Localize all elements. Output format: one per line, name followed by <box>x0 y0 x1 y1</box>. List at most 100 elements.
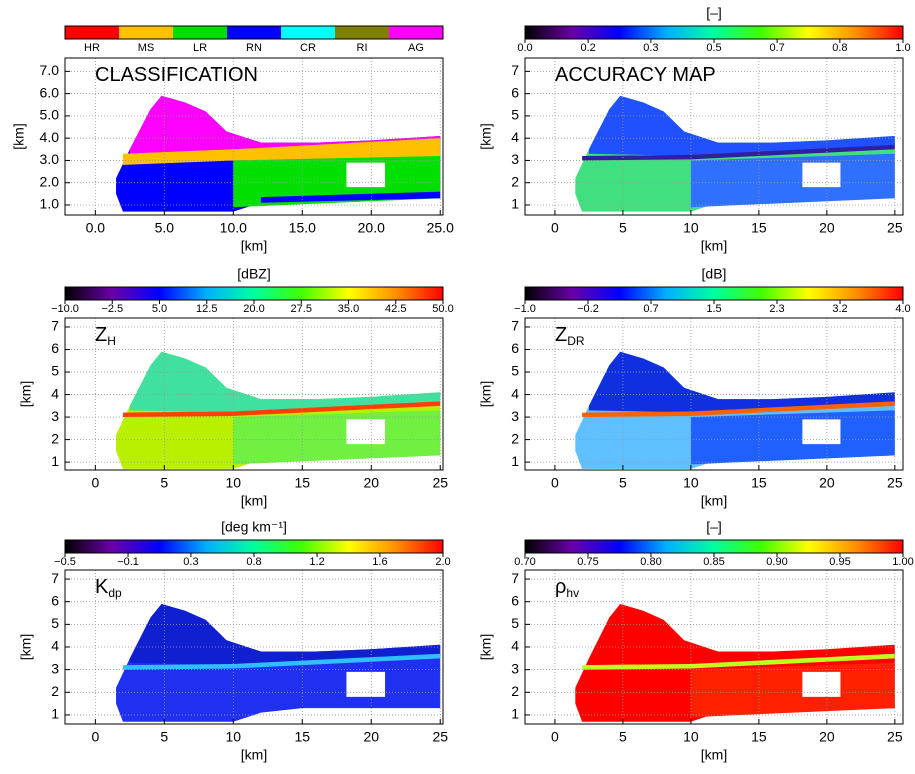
plot-frame <box>64 57 444 216</box>
class-label: AG <box>408 42 424 54</box>
y-tick-label: 6.0 <box>40 84 60 100</box>
y-tick-label: 3 <box>511 408 519 424</box>
class-label: CR <box>300 42 316 54</box>
colorbar-tick-label: 0.8 <box>246 556 261 568</box>
y-tick-label: 3 <box>511 151 519 167</box>
colorbar-tick-label: −1.0 <box>514 303 536 315</box>
colorbar-tick-label: 0.5 <box>706 42 721 54</box>
y-tick-label: 7 <box>51 570 59 586</box>
y-tick-label: 6 <box>511 340 519 356</box>
y-tick-label: 4 <box>511 129 519 145</box>
colorbar-tick-label: 5.0 <box>152 303 167 315</box>
y-tick-label: 6 <box>511 84 519 100</box>
y-tick-label: 2 <box>511 683 519 699</box>
colorbar-frame <box>64 25 444 40</box>
y-axis-label: [km] <box>18 381 34 407</box>
y-tick-label: 7 <box>51 318 59 334</box>
y-tick-label: 3 <box>51 660 59 676</box>
x-tick-label: 0 <box>91 475 99 491</box>
colorbar-tick-label: 0.8 <box>832 42 847 54</box>
plot-frame <box>524 317 904 471</box>
plot-frame <box>524 57 904 216</box>
field-region <box>129 95 441 156</box>
colorbar-tick-label: 20.0 <box>243 303 264 315</box>
colorbar-tick-label: 0.0 <box>517 42 532 54</box>
panel: [dBZ] −10.0 −2.5 5.0 12.5 20.0 27.5 35.0 42.5 50.… <box>18 266 454 509</box>
x-tick-label: 10.0 <box>220 220 247 236</box>
panel: HR MS LR RN CR RI AG 0.0 5.0 10.0 15.0 20.0 25.0 1.0 2… <box>11 25 454 254</box>
panel-title: CLASSIFICATION <box>95 64 258 86</box>
colorbar-tick-label: 0.85 <box>703 556 724 568</box>
class-label: RI <box>357 42 368 54</box>
class-swatch <box>173 26 227 39</box>
field-region <box>588 95 895 156</box>
colorbar-tick-label: 0.95 <box>829 556 850 568</box>
y-tick-label: 4 <box>51 385 59 401</box>
colorbar-tick-label: 0.80 <box>640 556 661 568</box>
colorbar-tick-label: 4.0 <box>895 303 910 315</box>
x-tick-label: 5.0 <box>155 220 175 236</box>
y-tick-label: 4 <box>511 385 519 401</box>
colorbar-tick-label: 0.7 <box>643 303 658 315</box>
y-tick-label: 1 <box>51 453 59 469</box>
class-swatch <box>227 26 281 39</box>
x-tick-label: 10 <box>683 729 699 745</box>
x-tick-label: 5 <box>160 729 168 745</box>
field-region <box>129 603 441 666</box>
field-region <box>802 671 841 697</box>
colorbar-tick-label: 0.90 <box>766 556 787 568</box>
class-label: MS <box>138 42 155 54</box>
colorbar-tick-label: 0.3 <box>183 556 198 568</box>
field-region <box>346 419 386 445</box>
colorbar-tick-label: 0.3 <box>643 42 658 54</box>
colorbar-tick-label: −0.1 <box>117 556 139 568</box>
x-tick-label: 10 <box>226 475 242 491</box>
colorbar-tick-label: 35.0 <box>338 303 359 315</box>
y-tick-label: 5.0 <box>40 107 60 123</box>
class-swatch <box>389 26 443 39</box>
y-tick-label: 3 <box>51 408 59 424</box>
y-tick-label: 1 <box>51 706 59 722</box>
x-tick-label: 10 <box>683 475 699 491</box>
colorbar-tick-label: 0.75 <box>577 556 598 568</box>
y-tick-label: 1 <box>511 453 519 469</box>
field-region <box>802 419 841 445</box>
colorbar <box>64 286 444 301</box>
x-tick-label: 20 <box>819 475 835 491</box>
x-axis-label: [km] <box>701 238 727 254</box>
panel-title-main: Z <box>95 324 107 346</box>
colorbar-tick-label: −2.5 <box>101 303 123 315</box>
panel-title: ZDR <box>555 324 585 348</box>
x-tick-label: 25 <box>432 729 448 745</box>
field-region <box>122 653 441 670</box>
class-swatch <box>335 26 389 39</box>
y-tick-label: 6 <box>51 592 59 608</box>
panel-title-sub: hv <box>566 586 579 600</box>
class-swatch <box>281 26 335 39</box>
y-tick-label: 1 <box>511 706 519 722</box>
x-tick-label: 0 <box>91 729 99 745</box>
x-tick-label: 15 <box>294 475 310 491</box>
colorbar-tick-label: 1.2 <box>309 556 324 568</box>
y-tick-label: 2 <box>51 430 59 446</box>
x-tick-label: 5 <box>619 475 627 491</box>
colorbar-tick-label: 0.70 <box>514 556 535 568</box>
y-tick-label: 7 <box>511 62 519 78</box>
y-axis-label: [km] <box>18 634 34 660</box>
x-axis-label: [km] <box>241 238 267 254</box>
x-tick-label: 0 <box>551 729 559 745</box>
panel-title: Kdp <box>95 576 122 600</box>
colorbar-tick-label: 27.5 <box>291 303 312 315</box>
colorbar-tick-label: 1.00 <box>892 556 913 568</box>
class-label: HR <box>84 42 100 54</box>
y-tick-label: 1.0 <box>40 196 60 212</box>
y-axis-label: [km] <box>11 123 27 149</box>
panel-title-main: CLASSIFICATION <box>95 64 258 86</box>
colorbar-label: [dB] <box>702 266 727 282</box>
colorbar-label: [deg km⁻¹] <box>221 519 287 535</box>
y-tick-label: 4.0 <box>40 129 60 145</box>
plot-frame <box>524 569 904 725</box>
plot-frame <box>64 317 444 471</box>
colorbar-tick-label: 2.0 <box>435 556 450 568</box>
